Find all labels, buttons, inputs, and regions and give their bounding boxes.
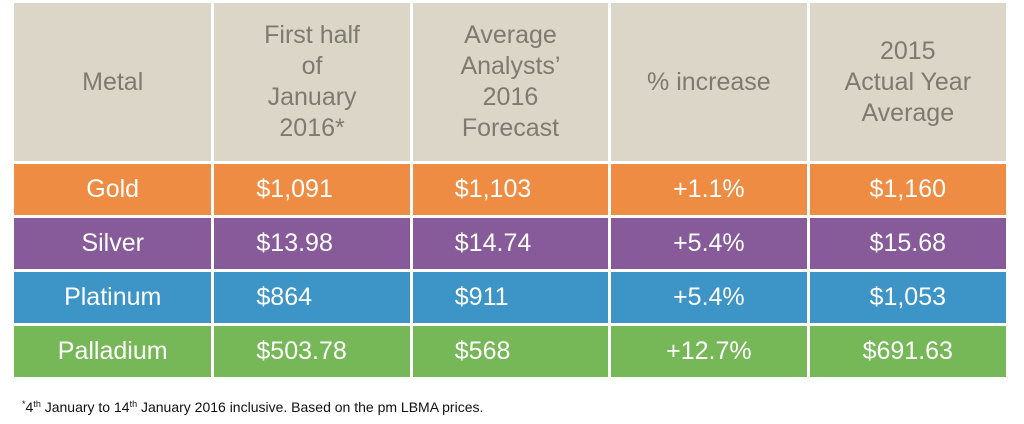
header-line: % increase <box>647 67 771 96</box>
header-line: Average <box>464 21 557 49</box>
header-row: Metal First half of January 2016* Averag… <box>14 3 1006 161</box>
cell-increase: +1.1% <box>611 164 807 215</box>
footnote: *4th January to 14th January 2016 inclus… <box>22 399 483 415</box>
cell-metal: Palladium <box>14 326 212 377</box>
cell-increase: +12.7% <box>611 326 807 377</box>
cell-avg-2015: $1,160 <box>809 164 1006 215</box>
cell-forecast-2016: $911 <box>412 272 609 323</box>
header-line: Forecast <box>461 114 560 142</box>
footnote-sup: * <box>22 399 26 409</box>
cell-first-half-jan-2016: $13.98 <box>214 218 410 269</box>
metals-price-table: Metal First half of January 2016* Averag… <box>11 0 1009 380</box>
cell-metal: Gold <box>14 164 212 215</box>
table-row-palladium: Palladium $503.78 $568 +12.7% $691.63 <box>14 326 1006 377</box>
cell-first-half-jan-2016: $1,091 <box>214 164 410 215</box>
header-first-half-january-2016: First half of January 2016* <box>214 3 410 161</box>
cell-forecast-2016: $14.74 <box>412 218 609 269</box>
footnote-text: January 2016 inclusive. Based on the pm … <box>137 399 484 415</box>
footnote-sup: th <box>33 399 41 409</box>
header-line: Analysts’ <box>460 52 561 80</box>
cell-avg-2015: $15.68 <box>809 218 1006 269</box>
table-row-silver: Silver $13.98 $14.74 +5.4% $15.68 <box>14 218 1006 269</box>
header-metal: Metal <box>14 3 212 161</box>
table-row-gold: Gold $1,091 $1,103 +1.1% $1,160 <box>14 164 1006 215</box>
header-percent-increase: % increase <box>611 3 807 161</box>
header-line: January <box>267 83 357 111</box>
cell-avg-2015: $1,053 <box>809 272 1006 323</box>
cell-forecast-2016: $1,103 <box>412 164 609 215</box>
footnote-text: January to 14 <box>40 399 130 415</box>
cell-forecast-2016: $568 <box>412 326 609 377</box>
cell-increase: +5.4% <box>611 272 807 323</box>
header-line: Average <box>861 98 955 127</box>
header-line: Metal <box>82 67 144 96</box>
footnote-text: 4 <box>25 399 34 415</box>
cell-avg-2015: $691.63 <box>809 326 1006 377</box>
cell-increase: +5.4% <box>611 218 807 269</box>
cell-first-half-jan-2016: $864 <box>214 272 410 323</box>
header-analysts-forecast: Average Analysts’ 2016 Forecast <box>412 3 609 161</box>
header-2015-actual-average: 2015 Actual Year Average <box>809 3 1006 161</box>
header-line: Actual Year <box>844 67 972 96</box>
table-row-platinum: Platinum $864 $911 +5.4% $1,053 <box>14 272 1006 323</box>
cell-metal: Platinum <box>14 272 212 323</box>
footnote-sup: th <box>129 399 138 409</box>
header-line: First half <box>264 21 361 49</box>
header-line: of <box>301 52 323 80</box>
cell-first-half-jan-2016: $503.78 <box>214 326 410 377</box>
header-line: 2015 <box>879 36 936 65</box>
header-line: 2016 <box>482 83 539 111</box>
header-line: 2016* <box>279 114 345 142</box>
cell-metal: Silver <box>14 218 212 269</box>
